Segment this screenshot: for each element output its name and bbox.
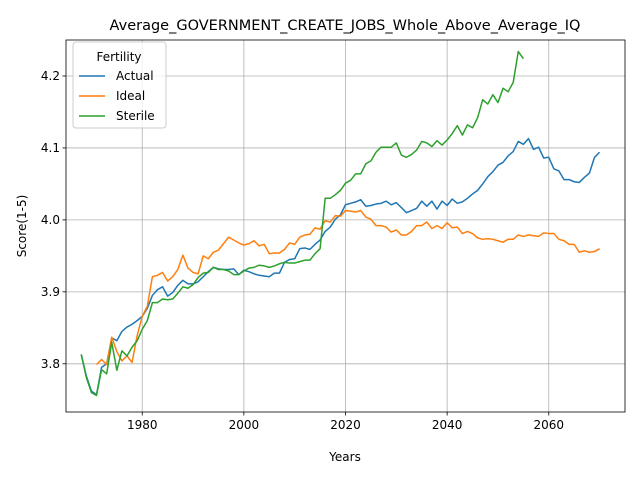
series-line-actual [80,137,601,396]
x-tick-label: 2020 [330,418,361,432]
chart-title: Average_GOVERNMENT_CREATE_JOBS_Whole_Abo… [110,18,581,34]
series-line-sterile [80,50,524,397]
y-axis-title: Score(1-5) [15,195,29,258]
y-tick-label: 3.8 [41,357,60,371]
x-tick-label: 1980 [127,418,158,432]
x-tick-label: 2060 [533,418,564,432]
x-axis: 1980 2000 2020 2040 2060 [127,412,564,432]
y-tick-label: 3.9 [41,285,60,299]
series-line-ideal [95,209,600,366]
y-tick-label: 4.1 [41,141,60,155]
x-tick-label: 2040 [432,418,463,432]
y-tick-label: 4.2 [41,69,60,83]
legend: Fertility Actual Ideal Sterile [72,41,167,129]
legend-label-actual: Actual [116,69,154,83]
series-lines [80,50,601,397]
grid [66,40,625,412]
legend-title: Fertility [96,50,141,64]
x-tick-label: 2000 [229,418,260,432]
x-axis-title: Years [328,450,361,464]
y-axis: 3.8 3.9 4.0 4.1 4.2 [41,69,66,371]
legend-box [72,41,167,129]
legend-label-sterile: Sterile [116,109,155,123]
y-tick-label: 4.0 [41,213,60,227]
legend-label-ideal: Ideal [116,89,145,103]
